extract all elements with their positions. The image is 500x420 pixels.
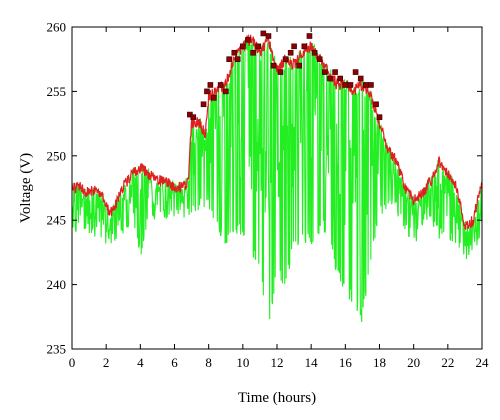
x-tick-label: 20 (407, 355, 420, 370)
peak-marker (332, 69, 338, 75)
peak-marker (376, 114, 383, 120)
peak-marker (270, 62, 277, 69)
x-tick-label: 14 (305, 355, 319, 370)
peak-marker (222, 88, 229, 95)
peak-marker (190, 114, 197, 120)
peak-marker (368, 82, 374, 88)
x-tick-label: 10 (236, 355, 249, 370)
peak-marker (291, 43, 297, 50)
x-tick-label: 6 (171, 355, 178, 370)
x-tick-label: 12 (271, 355, 284, 370)
peak-marker (327, 75, 333, 82)
x-tick-label: 4 (137, 355, 144, 370)
peak-marker (250, 49, 256, 56)
peak-marker (200, 101, 207, 108)
peak-marker (301, 43, 308, 50)
x-tick-label: 16 (339, 355, 353, 370)
peak-marker (234, 56, 241, 63)
y-tick-label: 235 (47, 342, 67, 357)
peak-marker (347, 82, 354, 88)
peak-marker (352, 69, 359, 75)
peak-marker (231, 49, 238, 56)
y-tick-label: 260 (47, 20, 67, 35)
x-tick-label: 0 (69, 355, 76, 370)
peak-marker (287, 49, 294, 56)
peak-marker (265, 33, 272, 39)
peak-marker (210, 95, 217, 101)
series-line-green (71, 36, 483, 323)
peak-marker (342, 82, 349, 88)
x-tick-label: 24 (476, 355, 490, 370)
peak-marker (226, 56, 232, 63)
x-tick-label: 2 (103, 355, 110, 370)
y-tick-label: 250 (47, 148, 67, 163)
x-axis-label: Time (hours) (238, 390, 316, 406)
x-tick-label: 8 (205, 355, 212, 370)
peak-marker (296, 62, 303, 69)
peak-marker (373, 101, 379, 108)
peak-marker (240, 43, 246, 50)
peak-marker (322, 69, 328, 75)
peak-marker (363, 82, 369, 88)
y-tick-label: 255 (47, 84, 67, 99)
y-tick-label: 245 (47, 213, 67, 228)
peak-marker (306, 33, 313, 39)
peak-marker (255, 43, 262, 50)
y-axis-label: Voltage (V) (18, 153, 34, 223)
peak-marker (282, 56, 289, 63)
peak-marker (277, 69, 284, 75)
peak-marker (217, 82, 224, 88)
peak-marker (245, 37, 251, 43)
peak-marker (316, 56, 323, 63)
peak-marker (204, 88, 210, 95)
peak-marker (260, 30, 267, 37)
series-line-red (71, 33, 483, 230)
x-tick-label: 18 (373, 355, 386, 370)
peak-marker (311, 49, 318, 56)
y-tick-label: 240 (47, 277, 67, 292)
peak-marker (357, 75, 364, 82)
x-tick-label: 22 (441, 355, 454, 370)
plot-area (71, 30, 483, 323)
peak-marker (207, 82, 214, 88)
peak-marker (337, 75, 344, 82)
